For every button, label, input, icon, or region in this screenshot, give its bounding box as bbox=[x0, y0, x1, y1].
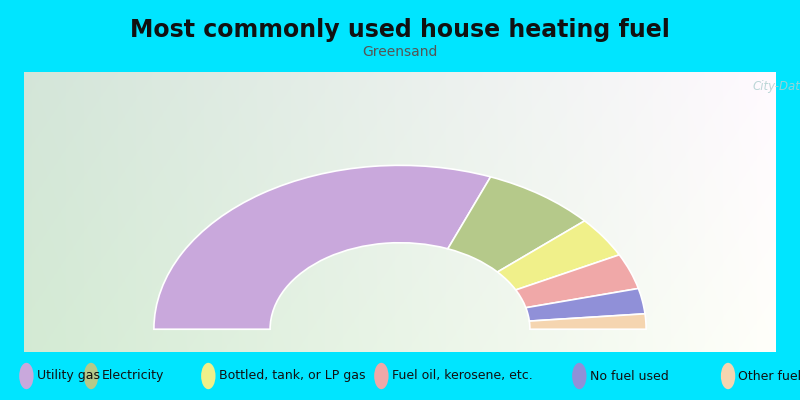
Text: Utility gas: Utility gas bbox=[37, 370, 100, 382]
Wedge shape bbox=[154, 165, 490, 329]
Text: Greensand: Greensand bbox=[362, 45, 438, 59]
Text: No fuel used: No fuel used bbox=[590, 370, 669, 382]
Wedge shape bbox=[526, 288, 645, 321]
Wedge shape bbox=[448, 177, 585, 272]
Text: Most commonly used house heating fuel: Most commonly used house heating fuel bbox=[130, 18, 670, 42]
Ellipse shape bbox=[572, 363, 586, 389]
Text: Electricity: Electricity bbox=[102, 370, 164, 382]
Ellipse shape bbox=[19, 363, 34, 389]
Text: Fuel oil, kerosene, etc.: Fuel oil, kerosene, etc. bbox=[392, 370, 533, 382]
Wedge shape bbox=[530, 314, 646, 329]
Ellipse shape bbox=[721, 363, 735, 389]
Wedge shape bbox=[516, 255, 638, 308]
Ellipse shape bbox=[374, 363, 389, 389]
Text: Bottled, tank, or LP gas: Bottled, tank, or LP gas bbox=[218, 370, 366, 382]
Text: City-Data.com: City-Data.com bbox=[752, 80, 800, 94]
Text: Other fuel: Other fuel bbox=[738, 370, 800, 382]
Wedge shape bbox=[498, 221, 619, 290]
Ellipse shape bbox=[201, 363, 215, 389]
Ellipse shape bbox=[84, 363, 98, 389]
